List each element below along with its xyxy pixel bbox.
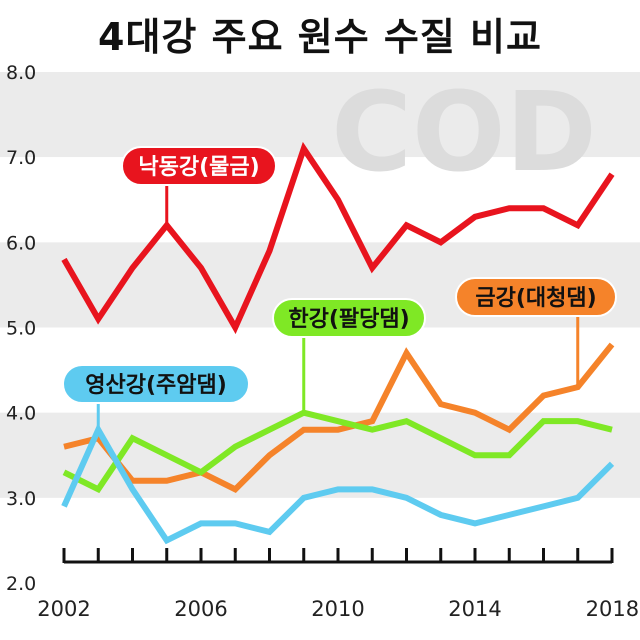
y-tick-label: 6.0 [6,232,36,254]
series-line [62,409,613,494]
series-label-text: 영산강(주암댐) [85,373,227,398]
x-tick-label: 2002 [37,597,90,621]
y-tick-label: 8.0 [6,62,36,84]
series-label-pill [62,364,250,404]
y-tick-label: 7.0 [6,147,36,169]
x-axis: 2002 2006 2010 2014 2018년 [37,548,640,621]
series-label-text: 낙동강(물금) [138,155,259,180]
x-tick-label: 2014 [448,597,501,621]
series-label-pill [121,146,277,186]
series-labels: 낙동강(물금) 금강(대청댐) 한강(팔당댐) 영산강(주암댐) [62,146,617,430]
y-tick-label: 2.0 [6,573,36,595]
x-tick-label: 2006 [174,597,227,621]
y-tick-label: 4.0 [6,403,36,425]
series-label-text: 한강(팔당댐) [288,307,409,332]
grid-band-0 [0,72,640,158]
series-line [63,342,615,493]
y-tick-label: 3.0 [6,488,36,510]
series-label-text: 금강(대청댐) [475,286,596,311]
series-label-pill [455,277,617,317]
series-line [61,423,615,545]
series-line [61,141,615,335]
x-tick-label: 2018년 [586,597,640,621]
y-tick-label: 5.0 [6,318,36,340]
series-label-pill [272,298,426,338]
x-tick-label: 2010 [311,597,364,621]
watermark-cod: COD [331,68,597,196]
y-axis-ticks: 2.0 3.0 4.0 5.0 6.0 7.0 8.0 [6,62,36,595]
chart-title: 4대강 주요 원수 수질 비교 [98,15,542,59]
series-lines [61,141,615,545]
